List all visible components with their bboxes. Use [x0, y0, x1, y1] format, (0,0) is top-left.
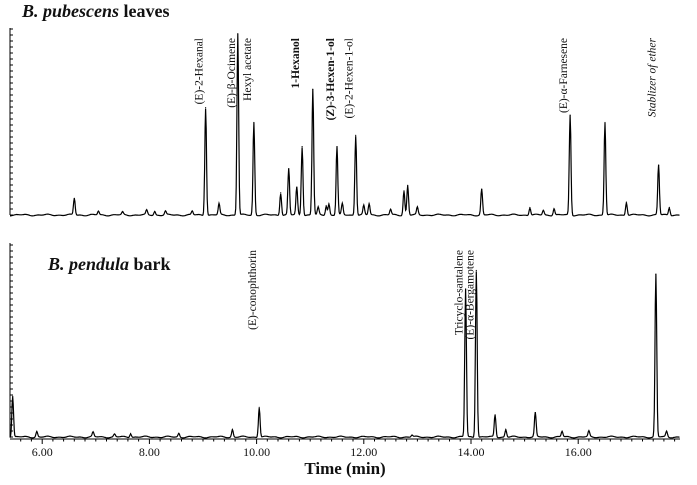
peak-apex [312, 88, 314, 90]
x-tick-label: 16.00 [565, 445, 592, 459]
peak-apex [280, 192, 282, 194]
chromatogram-trace [9, 271, 680, 439]
peak-apex [655, 273, 657, 275]
bottom-panel-title: B. pendula bark [47, 254, 171, 274]
peak-apex [92, 431, 94, 433]
top-chromatogram-panel: (E)-2-Hexanal (E)-β-Ocimene Hexyl acetate 1… [9, 28, 680, 217]
peak-apex [258, 406, 260, 408]
peak-apex [481, 188, 483, 190]
peak-label: (E)-β-Ocimene [226, 38, 238, 108]
peak-label: (E)-conophthorin [247, 250, 259, 330]
peak-label: (E)-2-Hexanal [194, 38, 206, 104]
peak-apex [553, 207, 555, 210]
peak-apex [253, 121, 255, 124]
peak-apex [328, 203, 330, 205]
peak-apex [666, 430, 668, 432]
peak-apex [97, 210, 99, 212]
peak-apex [658, 164, 660, 166]
peak-apex [36, 430, 38, 432]
peak-apex [529, 207, 531, 209]
peak-apex [205, 107, 207, 109]
peak-apex [416, 207, 418, 209]
peak-apex [231, 429, 233, 431]
peak-apex [122, 211, 124, 213]
peak-apex [218, 203, 220, 205]
peak-label: Stablizer of ether [647, 37, 659, 117]
x-axis-title: Time (min) [304, 459, 385, 478]
peak-apex [411, 434, 413, 436]
x-tick-label: 6.00 [32, 445, 53, 459]
peak-apex [146, 209, 148, 211]
peak-label: (E)-α-Farnesene [558, 38, 570, 113]
x-tick-label: 12.00 [350, 445, 377, 459]
peak-apex [668, 207, 670, 209]
peak-apex [569, 114, 571, 116]
peak-apex [336, 146, 338, 148]
peak-apex [178, 432, 180, 434]
peak-apex [363, 205, 365, 207]
peak-apex [604, 121, 606, 124]
x-tick-label: 8.00 [139, 445, 160, 459]
x-axis: 6.00 8.00 10.00 12.00 14.00 16.00 [10, 438, 680, 459]
peak-apex [534, 412, 536, 414]
bottom-chromatogram-panel: (E)-conophthorin Tricyclo-santalene(E)-α-… [9, 243, 680, 439]
peak-apex [237, 33, 239, 35]
peak-label: (E)-α-Bergamotene [464, 250, 476, 339]
peak-apex [407, 184, 409, 186]
peak-apex [317, 207, 319, 209]
peak-apex [355, 134, 357, 136]
peak-apex [296, 186, 298, 188]
peak-apex [505, 429, 507, 431]
peak-apex [542, 209, 544, 211]
top-panel-title: B. pubescens leaves [21, 1, 170, 21]
peak-apex [12, 395, 14, 397]
peak-apex [341, 203, 343, 205]
peak-apex [475, 269, 477, 272]
peak-label: (E)-2-Hexen-1-ol [344, 38, 356, 118]
chromatogram-trace [10, 33, 680, 217]
peak-apex [465, 288, 467, 290]
peak-apex [625, 201, 628, 203]
peak-apex [130, 432, 132, 434]
peak-label: 1-Hexanol [290, 38, 302, 88]
peak-apex [325, 205, 327, 207]
peak-apex [191, 210, 193, 212]
top-panel-title-species: B. pubescens [21, 1, 119, 21]
peak-apex [154, 210, 156, 212]
bottom-panel-title-species: B. pendula [47, 254, 129, 274]
x-tick-label: 14.00 [458, 445, 485, 459]
top-panel-title-tissue: leaves [119, 1, 169, 21]
peak-apex [301, 146, 303, 148]
peak-apex [494, 414, 496, 416]
peak-label: Hexyl acetate [242, 38, 254, 101]
peak-apex [288, 168, 290, 170]
peak-apex [368, 203, 370, 205]
peak-apex [390, 208, 392, 210]
peak-label: (Z)-3-Hexen-1-ol [325, 38, 337, 120]
peak-apex [113, 433, 116, 435]
peak-apex [73, 197, 75, 199]
x-tick-label: 10.00 [243, 445, 270, 459]
peak-apex [403, 190, 405, 192]
peak-label: Tricyclo-santalene [454, 250, 466, 335]
peak-apex [164, 210, 166, 212]
peak-apex [588, 430, 590, 432]
peak-apex [561, 430, 563, 432]
bottom-panel-title-tissue: bark [129, 254, 171, 274]
